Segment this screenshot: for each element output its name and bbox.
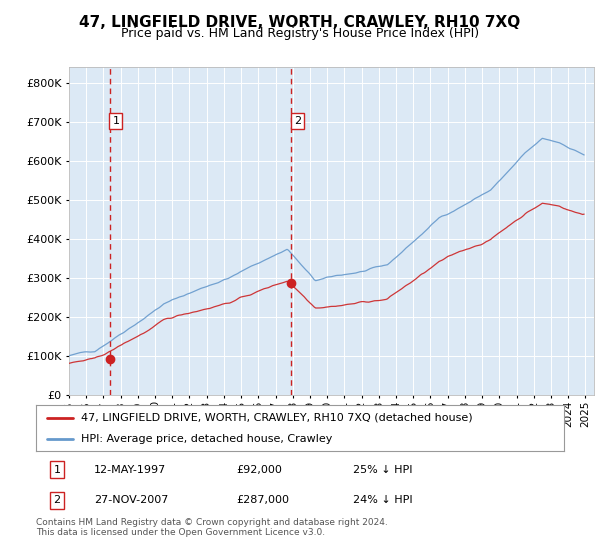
Text: 1: 1 (53, 465, 61, 475)
Text: 2: 2 (293, 116, 301, 126)
Text: 47, LINGFIELD DRIVE, WORTH, CRAWLEY, RH10 7XQ (detached house): 47, LINGFIELD DRIVE, WORTH, CRAWLEY, RH1… (81, 413, 473, 423)
Text: 2: 2 (53, 495, 61, 505)
Text: 1: 1 (112, 116, 119, 126)
Text: £92,000: £92,000 (236, 465, 283, 475)
Text: 12-MAY-1997: 12-MAY-1997 (94, 465, 166, 475)
Text: 24% ↓ HPI: 24% ↓ HPI (353, 495, 412, 505)
Text: HPI: Average price, detached house, Crawley: HPI: Average price, detached house, Craw… (81, 434, 332, 444)
Text: 47, LINGFIELD DRIVE, WORTH, CRAWLEY, RH10 7XQ: 47, LINGFIELD DRIVE, WORTH, CRAWLEY, RH1… (79, 15, 521, 30)
Text: Contains HM Land Registry data © Crown copyright and database right 2024.
This d: Contains HM Land Registry data © Crown c… (36, 518, 388, 538)
Text: Price paid vs. HM Land Registry's House Price Index (HPI): Price paid vs. HM Land Registry's House … (121, 27, 479, 40)
Text: £287,000: £287,000 (236, 495, 290, 505)
Text: 27-NOV-2007: 27-NOV-2007 (94, 495, 169, 505)
Text: 25% ↓ HPI: 25% ↓ HPI (353, 465, 412, 475)
